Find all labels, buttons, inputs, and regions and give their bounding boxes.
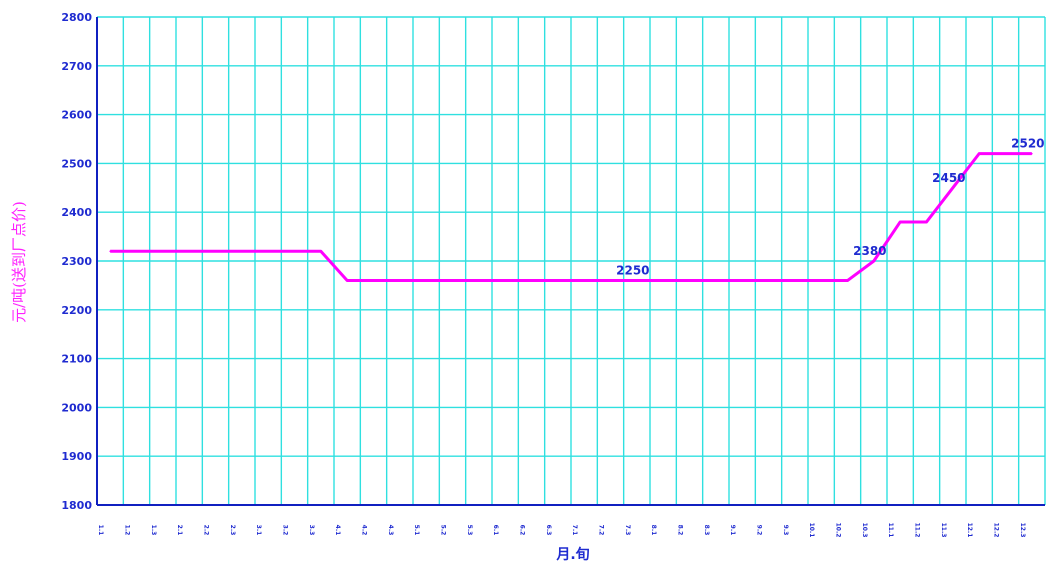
data-point xyxy=(952,187,954,189)
y-tick-label: 2300 xyxy=(61,255,92,268)
data-point xyxy=(925,221,928,223)
data-point xyxy=(583,279,585,282)
data-point xyxy=(557,279,559,282)
x-tick-label: 10.3 xyxy=(861,523,868,538)
data-point xyxy=(846,279,849,282)
x-tick-label: 11.2 xyxy=(914,523,921,538)
data-point xyxy=(741,279,743,282)
data-point xyxy=(320,250,322,253)
x-tick-label: 1.3 xyxy=(150,525,157,536)
y-tick-label: 2700 xyxy=(61,60,92,73)
x-tick-label: 5.1 xyxy=(413,525,420,536)
x-tick-label: 4.3 xyxy=(387,525,394,536)
x-tick-label: 6.1 xyxy=(492,525,499,536)
data-point xyxy=(978,152,980,155)
x-tick-label: 12.1 xyxy=(966,523,973,538)
data-point xyxy=(636,279,638,282)
y-tick-label: 2200 xyxy=(61,304,92,317)
data-point xyxy=(609,279,612,282)
data-point xyxy=(688,279,691,282)
data-point xyxy=(188,250,190,253)
x-tick-label: 3.2 xyxy=(282,525,289,536)
y-tick-label: 2800 xyxy=(61,11,92,24)
data-point xyxy=(662,279,664,282)
y-tick-labels: 1800 1900 2000 2100 2200 2300 2400 2500 2600 2700… xyxy=(61,11,92,512)
y-tick-label: 1800 xyxy=(61,499,92,512)
data-point xyxy=(794,279,796,282)
x-tick-label: 9.2 xyxy=(756,525,763,536)
x-tick-labels: 1.1 1.2 1.3 2.1 2.2 2.3 3.1 3.2 3.3 4.1 4.2 4.3 5.1 5… xyxy=(97,523,1026,538)
data-point xyxy=(162,250,164,253)
y-tick-label: 2500 xyxy=(61,157,92,170)
series-line xyxy=(110,152,1032,283)
data-point xyxy=(399,279,401,282)
axes xyxy=(96,17,1045,506)
data-label: 2380 xyxy=(853,244,886,258)
x-tick-label: 4.1 xyxy=(334,525,341,536)
data-label: 2250 xyxy=(616,264,649,278)
x-axis-label: 月.旬 xyxy=(555,546,589,563)
data-label: 2450 xyxy=(932,171,965,185)
annotations: 2250 2380 2450 2520 xyxy=(616,137,1044,278)
x-tick-label: 8.2 xyxy=(677,525,684,536)
x-tick-label: 2.3 xyxy=(229,525,236,536)
x-tick-label: 9.3 xyxy=(782,525,789,536)
x-tick-label: 7.3 xyxy=(624,525,631,536)
data-point xyxy=(109,250,111,253)
x-tick-label: 10.2 xyxy=(835,523,842,538)
x-tick-label: 2.2 xyxy=(203,525,210,536)
x-tick-label: 9.1 xyxy=(729,525,736,536)
data-point xyxy=(451,279,454,282)
data-point xyxy=(767,279,770,282)
series-group xyxy=(109,152,1033,283)
x-tick-label: 1.1 xyxy=(97,525,104,536)
y-tick-label: 2400 xyxy=(61,206,92,219)
data-point xyxy=(715,279,717,282)
x-tick-label: 11.1 xyxy=(887,523,894,538)
grid xyxy=(96,16,1046,506)
x-tick-label: 6.2 xyxy=(519,525,526,536)
data-point xyxy=(214,250,217,253)
x-tick-label: 2.1 xyxy=(176,525,183,536)
data-point xyxy=(873,260,875,262)
x-tick-label: 3.1 xyxy=(255,525,262,536)
x-tick-label: 10.1 xyxy=(808,523,815,538)
x-tick-label: 1.2 xyxy=(124,525,131,536)
data-point xyxy=(1004,152,1007,155)
x-tick-label: 12.2 xyxy=(993,523,1000,538)
y-tick-label: 2100 xyxy=(61,353,92,366)
data-point xyxy=(425,279,427,282)
data-point xyxy=(820,279,822,282)
x-tick-label: 3.3 xyxy=(308,525,315,536)
data-point xyxy=(241,250,243,253)
x-tick-label: 5.3 xyxy=(466,525,473,536)
x-tick-label: 8.3 xyxy=(703,525,710,536)
x-tick-label: 12.3 xyxy=(1019,523,1026,538)
data-point xyxy=(530,279,533,282)
data-point xyxy=(372,279,375,282)
data-label: 2520 xyxy=(1011,137,1044,151)
x-tick-label: 6.3 xyxy=(545,525,552,536)
x-tick-label: 8.1 xyxy=(650,525,657,536)
data-point xyxy=(899,221,901,223)
y-axis-label: 元/吨(送到厂点价) xyxy=(10,201,28,323)
data-point xyxy=(135,250,138,253)
x-tick-label: 4.2 xyxy=(361,525,368,536)
y-tick-label: 2600 xyxy=(61,109,92,122)
x-tick-label: 5.2 xyxy=(440,525,447,536)
data-point xyxy=(346,279,348,282)
data-point xyxy=(1031,152,1033,155)
x-tick-label: 7.1 xyxy=(571,525,578,536)
data-point xyxy=(478,279,480,282)
data-point xyxy=(267,250,269,253)
x-tick-label: 11.3 xyxy=(940,523,947,538)
y-tick-label: 2000 xyxy=(61,401,92,414)
data-point xyxy=(504,279,506,282)
data-point xyxy=(293,250,296,253)
y-tick-label: 1900 xyxy=(61,450,92,463)
x-tick-label: 7.2 xyxy=(598,525,605,536)
